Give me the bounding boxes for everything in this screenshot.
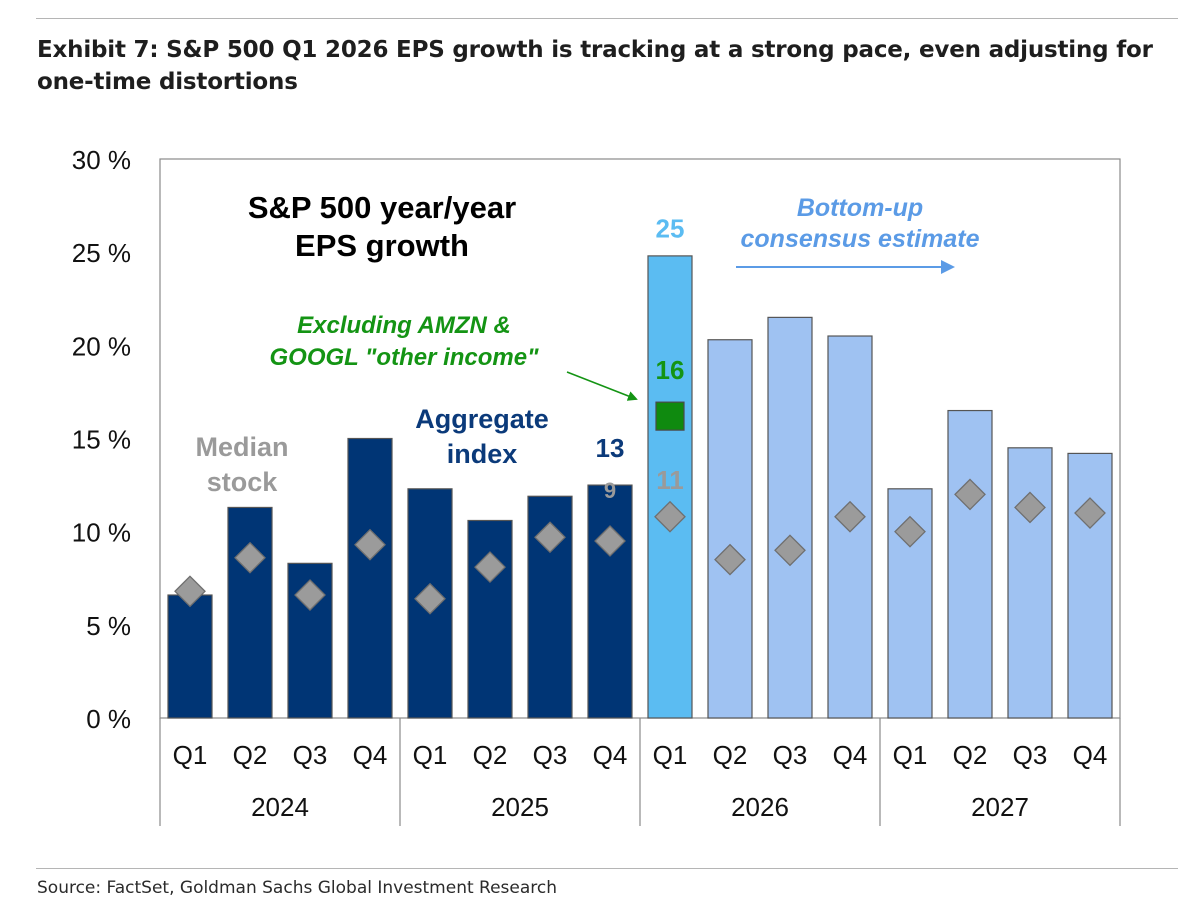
data-label: 11: [656, 465, 684, 495]
bar-aggregate-14: [947, 409, 993, 719]
y-tick-label: 5 %: [86, 611, 131, 641]
chart-inner-title: S&P 500 year/year EPS growth: [248, 190, 516, 263]
bar-aggregate-11: [767, 316, 813, 719]
bar-aggregate-4: [347, 437, 393, 719]
median-stock-marker: [1014, 491, 1046, 524]
data-label: 9: [604, 478, 616, 503]
median-stock-marker: [174, 575, 206, 608]
y-tick-label: 0 %: [86, 704, 131, 734]
y-tick-label: 20 %: [72, 331, 131, 361]
excl-pointer-arrow: [566, 371, 638, 401]
median-stock-marker: [954, 478, 986, 511]
median-stock-marker: [894, 515, 926, 548]
year-label: 2025: [491, 792, 549, 822]
median-stock-marker: [714, 543, 746, 576]
data-label: 13: [596, 433, 625, 463]
y-tick-label: 25 %: [72, 238, 131, 268]
median-stock-marker: [474, 551, 506, 583]
bar-aggregate-1: [167, 594, 213, 719]
median-stock-marker: [834, 500, 866, 533]
bar-aggregate-16: [1067, 452, 1113, 719]
x-tick-label: Q1: [893, 740, 928, 770]
year-label: 2024: [251, 792, 309, 822]
year-label: 2026: [731, 792, 789, 822]
top-rule: [36, 18, 1178, 19]
exhibit-title: Exhibit 7: S&P 500 Q1 2026 EPS growth is…: [37, 37, 1153, 95]
median-stock-marker: [354, 528, 386, 561]
x-tick-label: Q1: [653, 740, 688, 770]
x-tick-label: Q3: [773, 740, 808, 770]
aggregate-index-label: Aggregate index: [415, 404, 549, 469]
data-label: 16: [656, 355, 685, 385]
data-label: 25: [656, 213, 685, 243]
median-stock-marker: [774, 534, 806, 567]
median-stock-marker: [234, 541, 266, 574]
bar-aggregate-15: [1007, 447, 1053, 719]
bar-aggregate-2: [227, 506, 273, 719]
y-tick-label: 10 %: [72, 518, 131, 548]
year-label: 2027: [971, 792, 1029, 822]
x-tick-label: Q4: [353, 740, 388, 770]
x-tick-label: Q4: [833, 740, 868, 770]
x-tick-label: Q3: [293, 740, 328, 770]
x-tick-label: Q4: [1073, 740, 1108, 770]
median-stock-marker: [1074, 497, 1106, 529]
bar-aggregate-10: [707, 339, 753, 719]
bar-aggregate-8: [587, 484, 633, 719]
source-note: Source: FactSet, Goldman Sachs Global In…: [37, 878, 558, 898]
x-tick-label: Q2: [713, 740, 748, 770]
median-stock-marker: [594, 525, 626, 557]
excl-amzn-googl-label: Excluding AMZN & GOOGL "other income": [269, 312, 539, 371]
x-tick-label: Q2: [473, 740, 508, 770]
bar-aggregate-9: [647, 255, 693, 719]
excl-amzn-googl-marker: [655, 401, 685, 431]
x-tick-label: Q2: [233, 740, 268, 770]
median-stock-marker: [294, 579, 326, 611]
median-stock-label: Median stock: [195, 432, 288, 497]
y-tick-label: 15 %: [72, 425, 131, 455]
x-tick-label: Q1: [173, 740, 208, 770]
x-tick-label: Q1: [413, 740, 448, 770]
x-tick-label: Q2: [953, 740, 988, 770]
x-tick-label: Q4: [593, 740, 628, 770]
consensus-estimate-label: Bottom-up consensus estimate: [741, 194, 980, 253]
median-stock-marker: [414, 582, 446, 615]
y-tick-label: 30 %: [72, 145, 131, 175]
x-tick-label: Q3: [1013, 740, 1048, 770]
median-stock-marker: [654, 500, 686, 533]
bar-aggregate-6: [467, 519, 513, 719]
median-stock-marker: [534, 521, 566, 554]
bottom-rule: [36, 868, 1178, 869]
x-tick-label: Q3: [533, 740, 568, 770]
